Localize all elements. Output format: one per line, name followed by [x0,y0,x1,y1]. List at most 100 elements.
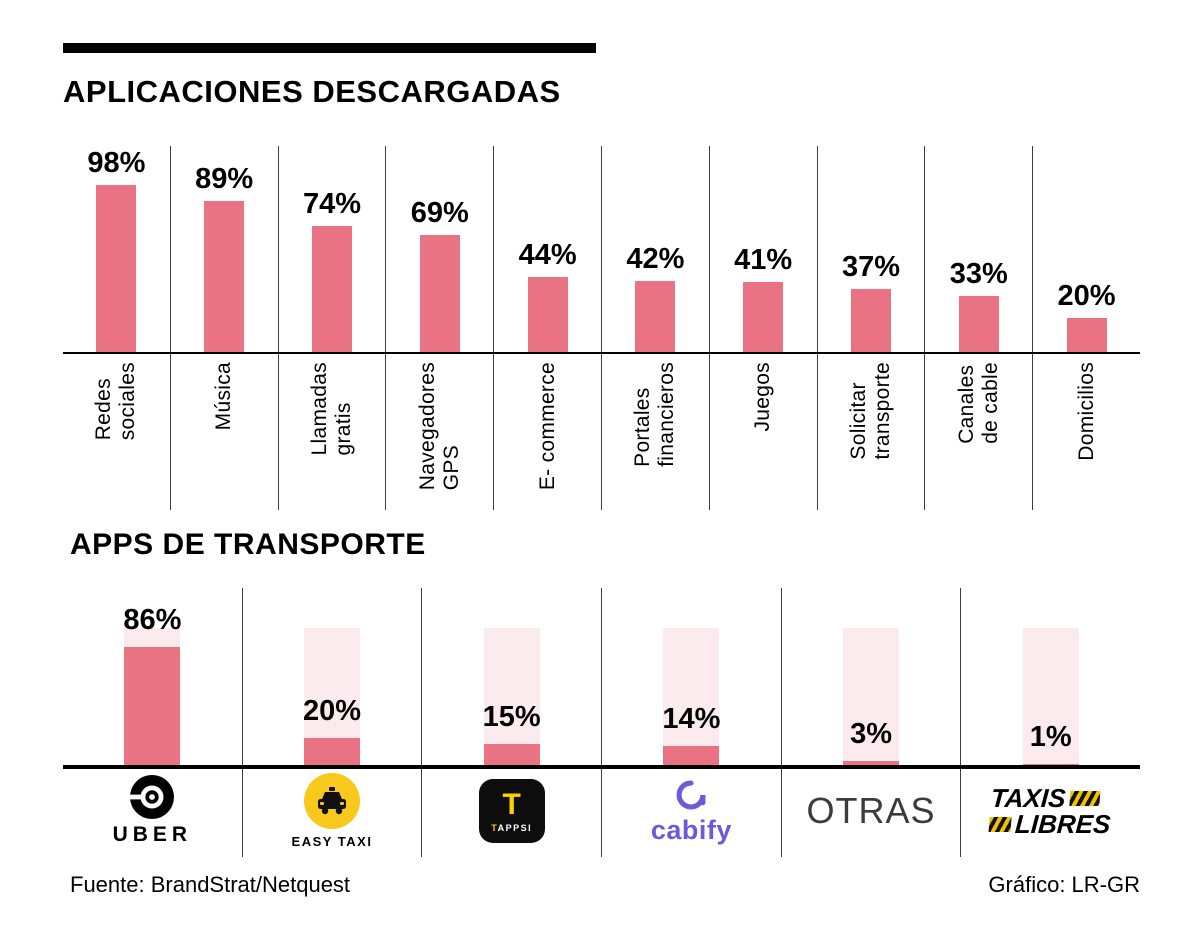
bar-value-label: 98% [87,147,146,180]
bar-value-label: 37% [841,251,900,284]
bar [96,185,137,352]
chart1-column-solicitar-transporte: 37% Solicitar transporte [818,146,926,510]
taxis-libres-logo: TAXIS LIBRES [961,765,1140,857]
bar-value-label: 20% [1057,280,1116,312]
easy-taxi-icon [304,773,360,829]
transport-apps-chart: 86% UBER 20% [63,588,1140,857]
bar [1022,763,1079,765]
chart2-baseline [63,765,1140,769]
bar-value-label: 20% [302,694,362,727]
chart1-column-ecommerce: 44% E- commerce [494,146,602,510]
taxi-checker-stripe-icon [1069,790,1101,806]
chart2-bar-area: 1% [961,588,1140,765]
chart2-column-tappsi: 15% T TAPPSI [422,588,603,857]
bar-value-label: 15% [482,701,541,734]
page-title: APLICACIONES DESCARGADAS [63,74,561,109]
category-label: Redes sociales [92,362,140,441]
easy-taxi-logo: EASY TAXI [243,765,422,857]
bar-value-label: 86% [123,604,182,637]
bar [527,277,568,352]
easy-taxi-wordmark: EASY TAXI [291,834,373,849]
bar [311,226,352,352]
chart1-baseline [63,352,1140,354]
otras-label: OTRAS [806,790,936,831]
chart2-bar-area: 15% [422,588,601,765]
category-label: E- commerce [535,362,559,491]
tappsi-t-glyph: T [502,787,521,821]
category-label: Canales de cable [954,362,1002,444]
bar-value-label: 3% [850,717,892,750]
chart2-columns: 86% UBER 20% [63,588,1140,857]
chart1-columns: 98% Redes sociales 89% Música 74% Llamad… [63,146,1140,510]
tappsi-wordmark: TAPPSI [491,822,533,833]
taxi-checker-stripe-icon [988,816,1012,832]
chart2-column-easy-taxi: 20% EASY TAXI [243,588,423,857]
chart1-column-musica: 89% Música [171,146,279,510]
bar [304,737,360,765]
bar-value-label: 14% [662,702,721,735]
chart2-column-uber: 86% UBER [63,588,243,857]
tappsi-icon: T TAPPSI [478,779,545,843]
bar-value-label: 44% [518,239,577,272]
taxis-libres-wordmark-line2: LIBRES [1014,809,1112,839]
bar-background-track [1022,628,1079,765]
bar [1066,318,1107,352]
chart2-column-otras: 3% OTRAS [782,588,962,857]
bar-value-label: 89% [195,162,254,195]
apps-downloaded-chart: 98% Redes sociales 89% Música 74% Llamad… [63,146,1140,510]
category-label: Solicitar transporte [846,362,894,460]
graphic-credit: Gráfico: LR-GR [988,872,1140,897]
chart1-column-juegos: 41% Juegos [710,146,818,510]
cabify-icon [676,780,706,809]
bar-background-track [663,628,720,765]
uber-icon [130,775,175,819]
bar-value-label: 42% [626,242,685,275]
title-rule [63,43,596,53]
chart1-column-canales-de-cable: 33% Canales de cable [925,146,1034,510]
chart2-bar-area: 20% [243,588,422,765]
bar [419,234,460,352]
taxis-libres-wordmark-line1: TAXIS [989,783,1067,813]
chart1-column-navegadores-gps: 69% Navegadores GPS [386,146,495,510]
category-label: Domicilios [1074,362,1098,461]
category-label: Llamadas gratis [307,362,355,456]
chart2-bar-area: 86% [63,588,242,765]
chart2-column-taxis-libres: 1% TAXIS LIBRES [961,588,1140,857]
bar [635,280,676,352]
tappsi-logo: T TAPPSI [422,765,601,857]
bar-background-track [483,628,540,765]
bar [663,745,720,765]
bar [204,200,245,352]
bar [483,744,540,765]
chart2-column-cabify: 14% cabify [602,588,782,857]
bar-value-label: 41% [734,244,793,277]
category-label: Música [212,362,236,431]
section-title-transport: APPS DE TRANSPORTE [70,528,426,561]
bar-value-label: 69% [410,196,469,229]
bar [958,295,999,352]
cabify-logo: cabify [602,765,781,857]
category-label: Navegadores GPS [415,362,463,491]
bar-background-track [843,628,900,765]
uber-wordmark: UBER [112,823,193,846]
bar-value-label: 33% [949,257,1008,290]
bar [743,282,784,352]
bar-value-label: 74% [302,188,362,221]
chart2-bar-area: 14% [602,588,781,765]
chart1-column-redes-sociales: 98% Redes sociales [63,146,171,510]
source-credit: Fuente: BrandStrat/Netquest [70,872,351,897]
bar-value-label: 1% [1029,720,1072,753]
chart2-bar-area: 3% [782,588,961,765]
category-label: Portales financieros [631,362,679,467]
uber-logo: UBER [63,765,242,857]
chart1-column-llamadas-gratis: 74% Llamadas gratis [279,146,387,510]
chart1-column-domicilios: 20% Domicilios [1033,146,1140,510]
category-label: Juegos [751,362,775,432]
bar [850,289,891,352]
otras-label-area: OTRAS [782,765,961,857]
bar [124,647,181,765]
chart1-column-portales-financieros: 42% Portales financieros [602,146,710,510]
cabify-wordmark: cabify [650,814,732,845]
bar [843,760,900,765]
